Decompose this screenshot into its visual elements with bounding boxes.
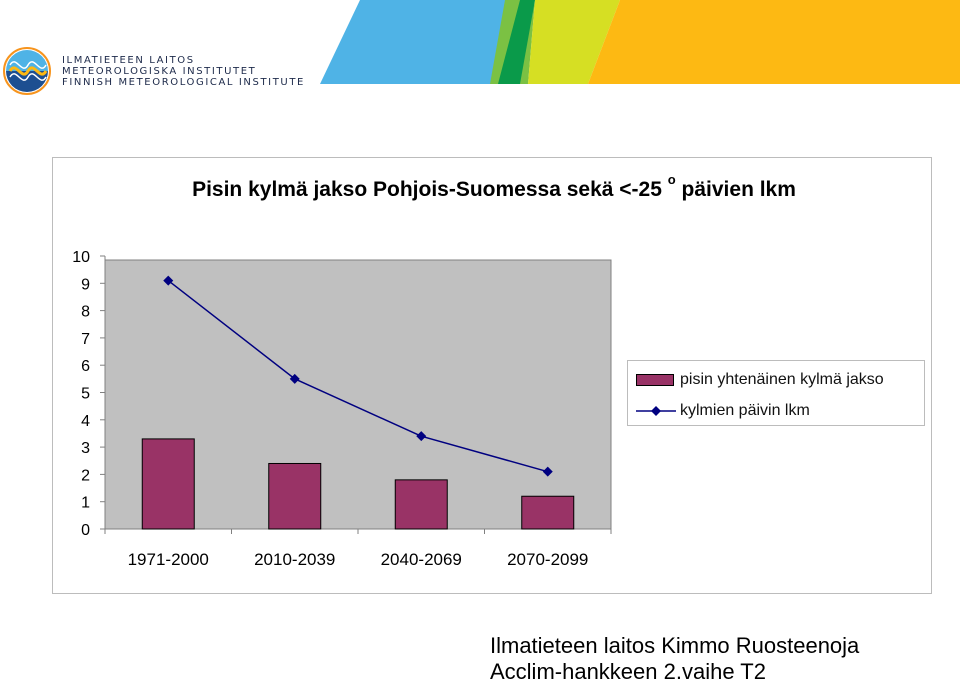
- line-point: [289, 373, 300, 384]
- y-tick-label: 6: [81, 358, 90, 375]
- chart-title: Pisin kylmä jakso Pohjois-Suomessa sekä …: [192, 172, 796, 201]
- fmi-logo-icon: [3, 47, 51, 95]
- legend-swatch-line: [636, 406, 676, 416]
- series-line: [167, 279, 548, 473]
- org-name-fi: ILMATIETEEN LAITOS: [62, 55, 195, 66]
- y-axis: 0 1 2 3 4 5 6 7 8 9 10: [72, 249, 106, 539]
- legend-item-line: kylmien päivin lkm: [636, 401, 926, 421]
- footer-author: Ilmatieteen laitos Kimmo Ruosteenoja: [490, 633, 860, 658]
- org-name-sv: METEOROLOGISKA INSTITUTET: [62, 66, 257, 77]
- org-name-en: FINNISH METEOROLOGICAL INSTITUTE: [62, 77, 305, 88]
- footer-project: Acclim-hankkeen 2.vaihe T2: [490, 659, 766, 684]
- bar: [394, 479, 448, 530]
- bar: [521, 495, 575, 530]
- legend: pisin yhtenäinen kylmä jakso kylmien päi…: [627, 360, 925, 426]
- legend-item-bars: pisin yhtenäinen kylmä jakso: [636, 370, 926, 390]
- y-tick-label: 8: [81, 304, 90, 321]
- y-tick-label: 9: [81, 276, 90, 293]
- x-tick-label: 1971-2000: [128, 550, 209, 569]
- y-tick-label: 1: [81, 495, 90, 512]
- legend-label-line: kylmien päivin lkm: [680, 402, 810, 419]
- y-tick-label: 4: [81, 413, 90, 430]
- legend-label-bars: pisin yhtenäinen kylmä jakso: [680, 371, 884, 388]
- y-tick-label: 0: [81, 522, 90, 539]
- x-tick-label: 2040-2069: [381, 550, 462, 569]
- header-color-band: [320, 0, 960, 84]
- bar-series: [141, 438, 575, 530]
- degree-superscript: o: [667, 172, 676, 187]
- y-tick-label: 2: [81, 467, 90, 484]
- line-point: [163, 275, 174, 286]
- line-series: [163, 275, 553, 477]
- y-tick-label: 10: [72, 249, 90, 266]
- y-tick-label: 5: [81, 386, 90, 403]
- y-tick-label: 7: [81, 331, 90, 348]
- x-axis: 1971-2000 2010-2039 2040-2069 2070-2099: [104, 528, 612, 569]
- y-tick-label: 3: [81, 440, 90, 457]
- bar: [268, 462, 322, 530]
- x-tick-label: 2010-2039: [254, 550, 335, 569]
- x-tick-label: 2070-2099: [507, 550, 588, 569]
- bar: [141, 438, 195, 530]
- legend-swatch-bar: [636, 374, 674, 386]
- line-point: [542, 466, 553, 477]
- line-point: [416, 431, 427, 442]
